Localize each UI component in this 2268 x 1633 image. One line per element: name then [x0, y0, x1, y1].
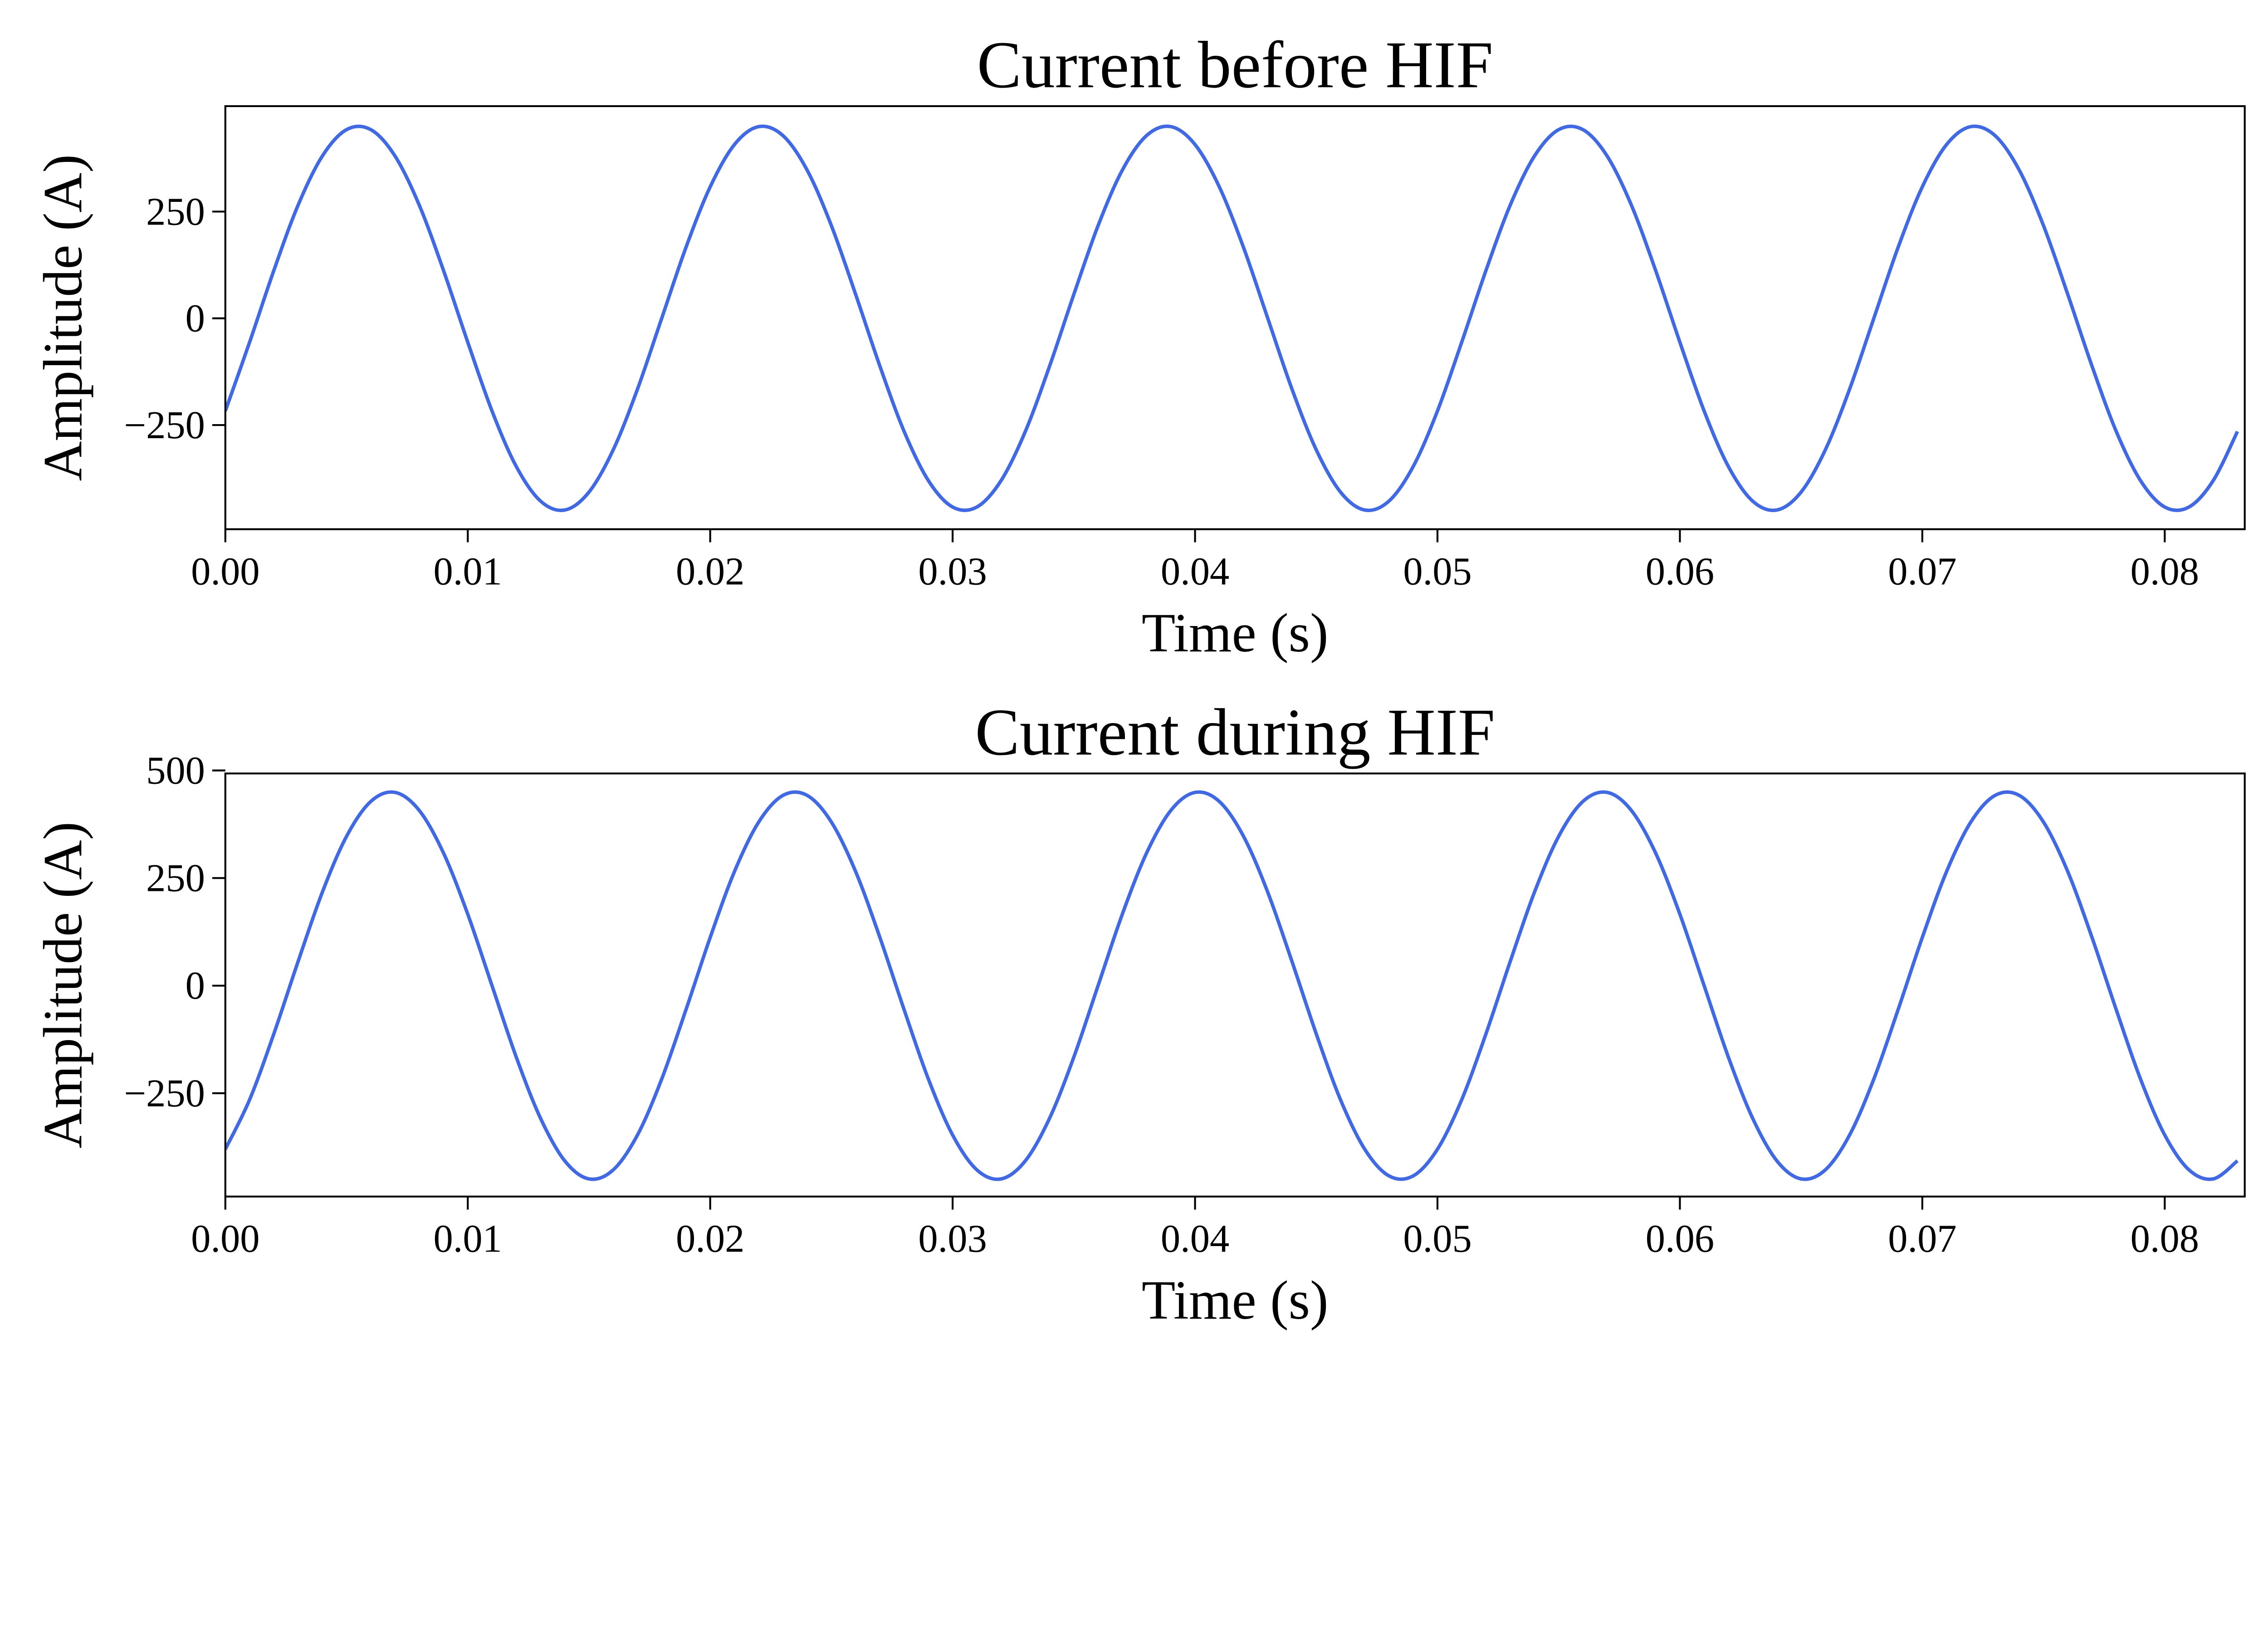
y-tick-label: 0: [186, 964, 205, 1007]
chart-title: Current during HIF: [975, 695, 1495, 769]
x-tick-label: 0.03: [918, 549, 987, 593]
x-tick-label: 0.05: [1403, 549, 1471, 593]
chart-title: Current before HIF: [977, 28, 1493, 102]
x-tick-label: 0.04: [1161, 549, 1229, 593]
x-tick-label: 0.04: [1161, 1217, 1229, 1261]
x-tick-label: 0.06: [1646, 549, 1714, 593]
y-tick-label: 250: [146, 190, 205, 233]
y-tick-label: 250: [146, 856, 205, 900]
x-tick-label: 0.06: [1646, 1217, 1714, 1261]
axes-frame: [224, 105, 2246, 530]
figure: Current before HIF Time (s) Amplitude (A…: [32, 28, 2246, 1331]
plot-current-during-hif: Current during HIF Time (s) Amplitude (A…: [32, 695, 2246, 1331]
y-tick-label: −250: [124, 403, 205, 447]
x-tick-label: 0.03: [918, 1217, 987, 1261]
axes-frame: [224, 772, 2246, 1198]
x-tick-label: 0.02: [676, 1217, 744, 1261]
x-tick-label: 0.00: [191, 1217, 259, 1261]
y-axis-label: Amplitude (A): [32, 821, 93, 1148]
x-axis-label: Time (s): [1142, 1270, 1329, 1331]
plot-current-before-hif: Current before HIF Time (s) Amplitude (A…: [32, 28, 2246, 664]
x-tick-label: 0.08: [2131, 1217, 2199, 1261]
x-tick-label: 0.01: [434, 549, 502, 593]
x-axis-label: Time (s): [1142, 602, 1329, 664]
y-tick-label: 0: [186, 297, 205, 340]
x-tick-label: 0.07: [1888, 549, 1956, 593]
x-tick-label: 0.05: [1403, 1217, 1471, 1261]
x-tick-label: 0.01: [434, 1217, 502, 1261]
y-axis-label: Amplitude (A): [32, 154, 93, 481]
y-tick-label: 500: [146, 748, 205, 792]
series-line: [225, 124, 2239, 512]
x-tick-label: 0.08: [2131, 549, 2199, 593]
y-tick-label: −250: [124, 1071, 205, 1115]
x-tick-label: 0.00: [191, 549, 259, 593]
x-tick-label: 0.02: [676, 549, 744, 593]
x-tick-label: 0.07: [1888, 1217, 1956, 1261]
series-line: [225, 790, 2239, 1181]
